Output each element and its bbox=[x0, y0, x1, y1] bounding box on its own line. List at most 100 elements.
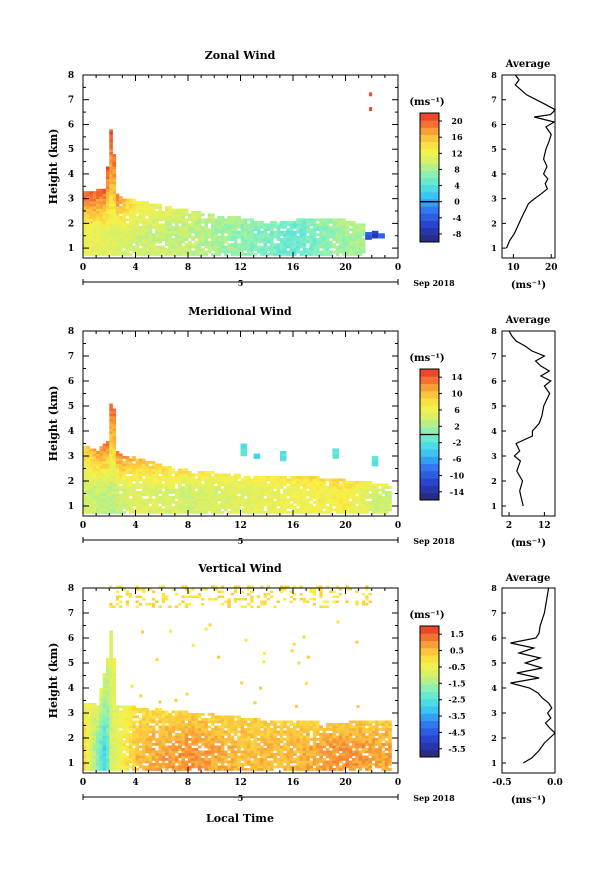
heatmap-cell bbox=[125, 218, 130, 222]
heatmap-cell bbox=[217, 733, 222, 736]
heatmap-cell bbox=[207, 491, 212, 494]
heatmap-cell bbox=[165, 238, 169, 241]
heatmap-cell bbox=[132, 743, 136, 746]
heatmap-cell bbox=[204, 243, 208, 246]
colorbar-segment bbox=[420, 177, 439, 186]
heatmap-cell bbox=[83, 511, 87, 514]
heatmap-cell bbox=[302, 223, 307, 227]
heatmap-cell bbox=[253, 476, 258, 479]
colorbar-unit-label: (ms⁻¹) bbox=[409, 97, 444, 108]
heatmap-cell bbox=[263, 748, 268, 751]
heatmap-cell bbox=[247, 745, 251, 749]
heatmap-cell bbox=[358, 511, 363, 514]
heatmap-cell bbox=[128, 750, 133, 754]
heatmap-cell bbox=[89, 506, 94, 509]
heatmap-cell bbox=[158, 206, 163, 209]
heatmap-cell bbox=[89, 233, 94, 237]
heatmap-cell bbox=[217, 476, 222, 479]
heatmap-cell bbox=[178, 253, 182, 256]
heatmap-cell bbox=[194, 478, 199, 482]
heatmap-cell bbox=[142, 223, 146, 227]
heatmap-cell bbox=[142, 206, 146, 209]
heatmap-cell bbox=[204, 750, 208, 754]
heatmap-cell bbox=[181, 238, 185, 241]
heatmap-cell bbox=[270, 723, 274, 726]
heatmap-cell bbox=[283, 476, 287, 479]
heatmap-cell bbox=[207, 481, 212, 484]
heatmap-cell bbox=[145, 486, 149, 489]
heatmap-cell bbox=[233, 493, 238, 497]
heatmap-cell bbox=[266, 235, 271, 239]
heatmap-cell bbox=[201, 235, 205, 239]
heatmap-cell bbox=[112, 228, 117, 232]
heatmap-cell bbox=[256, 483, 261, 487]
heatmap-cell bbox=[109, 206, 113, 209]
heatmap-cell bbox=[106, 698, 110, 701]
heatmap-cell bbox=[148, 740, 153, 744]
heatmap-cell bbox=[214, 478, 218, 482]
heatmap-cell bbox=[201, 725, 205, 729]
heatmap-cell bbox=[233, 228, 238, 232]
heatmap-cell bbox=[112, 243, 117, 246]
heatmap-cell bbox=[109, 451, 113, 454]
heatmap-cell bbox=[260, 765, 264, 769]
heatmap-cell bbox=[96, 743, 100, 746]
heatmap-cell bbox=[358, 233, 363, 237]
avg-y-tick-label: 4 bbox=[491, 426, 497, 436]
heatmap-cell bbox=[289, 248, 294, 251]
heatmap-cell bbox=[250, 220, 254, 224]
heatmap-cell bbox=[358, 498, 363, 502]
heatmap-cell bbox=[112, 211, 117, 214]
heatmap-cell bbox=[217, 240, 222, 244]
heatmap-cell bbox=[99, 700, 103, 704]
heatmap-cell bbox=[237, 473, 241, 477]
heatmap-cell bbox=[312, 223, 317, 227]
colorbar-tick-label: -8 bbox=[453, 229, 462, 239]
heatmap-cell bbox=[138, 491, 143, 494]
heatmap-cell bbox=[115, 196, 120, 199]
heatmap-cell bbox=[237, 730, 241, 734]
heatmap-cell bbox=[109, 640, 113, 644]
heatmap-cell bbox=[266, 730, 271, 734]
heatmap-cell bbox=[263, 478, 268, 482]
heatmap-cell bbox=[319, 240, 323, 244]
heatmap-cell bbox=[188, 253, 192, 256]
heatmap-cell bbox=[352, 228, 356, 232]
heatmap-cell bbox=[106, 725, 110, 729]
heatmap-cell bbox=[145, 225, 149, 229]
heatmap-cell bbox=[197, 715, 202, 719]
heatmap-cell bbox=[283, 223, 287, 227]
heatmap-cell bbox=[270, 248, 274, 251]
heatmap-cell bbox=[145, 233, 149, 237]
heatmap-cell bbox=[132, 750, 136, 754]
heatmap-cell bbox=[191, 250, 195, 254]
heatmap-cell bbox=[115, 498, 120, 502]
heatmap-cell bbox=[148, 228, 153, 232]
heatmap-cell bbox=[83, 715, 87, 719]
heatmap-cell bbox=[299, 753, 304, 756]
heatmap-cell bbox=[112, 755, 117, 759]
heatmap-cell bbox=[191, 760, 195, 764]
heatmap-cell bbox=[233, 733, 238, 736]
heatmap-cell bbox=[138, 503, 143, 507]
heatmap-cell bbox=[306, 478, 310, 482]
heatmap-cell bbox=[96, 481, 100, 484]
heatmap-cell bbox=[240, 496, 245, 499]
heatmap-cell bbox=[109, 668, 113, 671]
heatmap-cell bbox=[197, 473, 202, 477]
heatmap-cell bbox=[92, 235, 97, 239]
heatmap-cell bbox=[112, 433, 117, 437]
heatmap-cell bbox=[332, 501, 336, 504]
heatmap-cell bbox=[86, 488, 90, 492]
heatmap-cell bbox=[86, 723, 90, 726]
heatmap-cell bbox=[181, 473, 185, 477]
heatmap-cell bbox=[201, 765, 205, 769]
heatmap-cell bbox=[355, 250, 359, 254]
heatmap-cell bbox=[375, 491, 379, 494]
heatmap-cell bbox=[302, 763, 307, 766]
heatmap-cell bbox=[188, 723, 192, 726]
colorbar-segment bbox=[420, 419, 439, 428]
heatmap-cell bbox=[211, 511, 215, 514]
